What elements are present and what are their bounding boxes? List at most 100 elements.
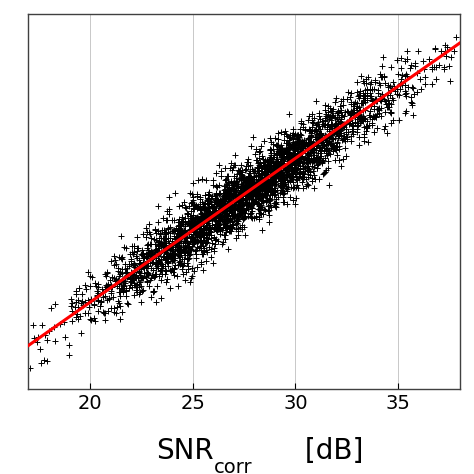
Point [274,171,282,178]
Point [68,307,75,315]
Point [273,150,281,157]
Point [308,110,316,118]
Point [304,135,312,142]
Point [193,218,201,225]
Point [264,185,271,193]
Point [236,224,244,231]
Point [216,204,224,212]
Point [235,224,242,232]
Point [337,163,345,170]
Point [326,151,334,158]
Point [129,270,137,278]
Point [237,161,245,168]
Point [246,167,254,174]
Point [312,138,319,146]
Point [290,166,298,173]
Point [376,97,383,104]
Point [251,191,258,199]
Point [384,90,392,97]
Point [239,177,247,184]
Point [203,207,210,215]
Point [187,245,195,253]
Point [122,286,129,293]
Point [315,129,322,137]
Point [289,158,296,166]
Point [166,284,173,292]
Point [453,33,460,41]
Point [200,216,207,224]
Point [343,118,351,126]
Point [316,146,324,154]
Point [291,144,299,152]
Point [183,210,191,217]
Point [349,128,356,135]
Point [255,210,262,217]
Point [204,213,212,221]
Point [168,239,175,246]
Point [221,205,229,213]
Point [367,92,375,100]
Point [285,148,292,155]
Point [237,182,245,190]
Point [283,146,291,153]
Point [302,139,310,147]
Point [257,203,264,210]
Point [203,212,211,219]
Point [286,177,294,184]
Point [169,227,176,234]
Point [331,114,338,121]
Point [246,176,254,183]
Point [189,211,197,219]
Point [247,182,255,189]
Point [157,266,165,274]
Point [252,171,259,179]
Point [299,147,306,155]
Point [218,240,225,247]
Point [235,202,243,210]
Point [355,94,363,102]
Point [165,239,173,247]
Point [328,135,336,143]
Point [220,193,228,201]
Point [396,85,404,93]
Text: SNR: SNR [156,438,214,465]
Point [299,123,307,131]
Point [124,300,132,308]
Point [259,184,266,191]
Point [255,187,263,194]
Point [164,245,172,252]
Point [213,195,220,203]
Point [93,291,100,299]
Point [348,125,356,132]
Point [176,239,183,247]
Point [134,280,141,288]
Point [264,158,272,165]
Point [191,236,199,244]
Point [220,187,228,194]
Point [319,135,326,143]
Point [189,214,196,222]
Point [266,181,274,189]
Point [269,167,276,175]
Point [33,338,41,346]
Point [281,174,288,182]
Point [149,266,157,274]
Point [213,201,220,208]
Point [264,189,272,196]
Point [248,165,255,173]
Point [273,142,281,149]
Point [383,103,391,110]
Point [173,234,180,242]
Point [144,269,151,277]
Point [266,163,273,170]
Point [241,173,248,181]
Point [302,156,310,164]
Point [247,195,255,203]
Point [361,86,369,93]
Point [298,139,306,147]
Point [243,205,250,212]
Point [167,246,174,253]
Point [277,183,285,191]
Point [232,186,239,194]
Point [236,208,244,215]
